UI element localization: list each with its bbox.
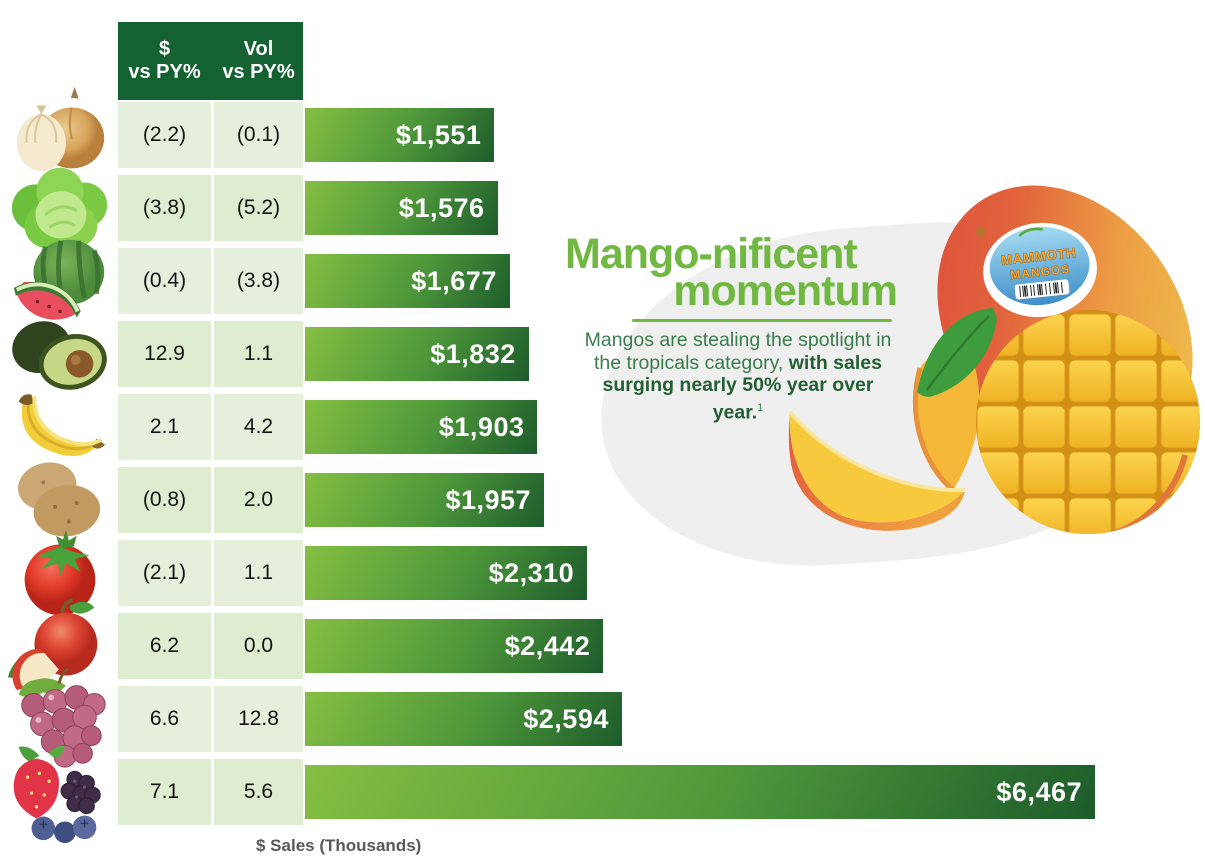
lettuce-icon <box>5 154 115 262</box>
produce-table-body: (2.2) (0.1) $1,551 (3.8) (5.2) $1,576 (0.4) (3.… <box>7 86 1095 844</box>
dollar-vs-py-value: (2.2) <box>118 102 211 168</box>
sales-value-label: $2,594 <box>523 703 609 734</box>
apple-icon <box>5 592 115 700</box>
table-row: (0.4) (3.8) $1,677 <box>13 239 1095 320</box>
table-row: (2.2) (0.1) $1,551 <box>16 86 1095 172</box>
bar-track: $1,957 <box>305 473 1095 527</box>
sales-value-label: $6,467 <box>996 776 1082 807</box>
sales-bar: $1,576 <box>305 181 498 235</box>
vol-vs-py-value: 1.1 <box>214 321 303 387</box>
sales-value-label: $1,677 <box>411 265 497 296</box>
vol-vs-py-value: 2.0 <box>214 467 303 533</box>
vol-vs-py-value: 4.2 <box>214 394 303 460</box>
tomato-icon <box>5 519 115 627</box>
vol-vs-py-value: (5.2) <box>214 175 303 241</box>
callout-body: Mangos are stealing the spotlight in the… <box>582 329 894 424</box>
vol-vs-py-value: 5.6 <box>214 759 303 825</box>
vol-vs-py-value: (3.8) <box>214 248 303 314</box>
dollar-vs-py-value: (3.8) <box>118 175 211 241</box>
sales-value-label: $1,551 <box>395 119 482 150</box>
mammoth-mangos-sticker: MAMMOTH MANGOS <box>983 222 1097 318</box>
callout-body-bold: with sales surging nearly 50% year over … <box>602 351 882 424</box>
table-row: 12.9 1.1 $1,832 <box>12 321 1095 390</box>
sales-bar: $1,903 <box>305 400 538 454</box>
sales-bar: $6,467 <box>305 765 1095 819</box>
sticker-text-line2: MANGOS <box>1010 262 1071 282</box>
callout-title-line1: Mango-nificent <box>565 230 858 278</box>
sales-bar: $2,594 <box>305 692 622 746</box>
table-header: $ vs PY% Vol vs PY% <box>118 22 303 100</box>
header-vol-line1: Vol <box>243 38 274 60</box>
banana-icon <box>5 373 115 481</box>
callout-title-line2: momentum <box>673 267 898 315</box>
vol-vs-py-value: 0.0 <box>214 613 303 679</box>
callout-title: Mango-nificent momentum <box>565 230 898 315</box>
table-row: 6.6 12.8 $2,594 <box>18 667 1095 768</box>
table-row: 7.1 5.6 $6,467 <box>13 745 1095 844</box>
header-dollar-vs-py: $ vs PY% <box>118 22 211 100</box>
bar-track: $2,442 <box>305 619 1095 673</box>
table-row: (2.1) 1.1 $2,310 <box>24 529 1095 616</box>
table-row: 6.2 0.0 $2,442 <box>7 597 1095 691</box>
sales-value-label: $1,832 <box>430 338 516 369</box>
header-dollar-line2: vs PY% <box>128 61 201 83</box>
bar-track: $1,903 <box>305 400 1095 454</box>
header-vol-line2: vs PY% <box>222 61 295 83</box>
table-row: (3.8) (5.2) $1,576 <box>11 167 1095 249</box>
watermelon-icon <box>5 227 115 335</box>
potato-icon <box>5 446 115 554</box>
dollar-vs-py-value: (0.4) <box>118 248 211 314</box>
berries-icon <box>5 738 115 846</box>
callout-body-regular: Mangos are stealing the spotlight in the… <box>584 329 892 374</box>
mango-leaf-photo <box>917 308 997 397</box>
sales-value-label: $1,957 <box>445 484 532 515</box>
dollar-vs-py-value: (2.1) <box>118 540 211 606</box>
dollar-vs-py-value: 6.6 <box>118 686 211 752</box>
vol-vs-py-value: (0.1) <box>214 102 303 168</box>
dollar-vs-py-value: 2.1 <box>118 394 211 460</box>
sales-bar: $2,310 <box>305 546 588 600</box>
bar-track: $2,594 <box>305 692 1095 746</box>
dollar-vs-py-value: (0.8) <box>118 467 211 533</box>
vol-vs-py-value: 1.1 <box>214 540 303 606</box>
sales-bar: $1,832 <box>305 327 529 381</box>
bar-track: $1,551 <box>305 108 1095 162</box>
mango-slice <box>788 410 966 531</box>
table-row: (0.8) 2.0 $1,957 <box>18 462 1095 537</box>
avocado-icon <box>5 300 115 408</box>
callout-footnote-marker: 1 <box>757 401 764 414</box>
sales-value-label: $1,576 <box>398 192 485 223</box>
sticker-barcode <box>1019 281 1064 298</box>
mango-callout: Mango-nificent momentum Mangos are steal… <box>565 230 898 424</box>
header-vol-vs-py: Vol vs PY% <box>214 22 303 100</box>
sales-value-label: $2,310 <box>488 557 575 588</box>
callout-divider <box>632 319 892 322</box>
bar-track: $1,677 <box>305 254 1095 308</box>
bar-track: $6,467 <box>305 765 1095 819</box>
sales-bar: $1,957 <box>305 473 545 527</box>
bar-track: $1,576 <box>305 181 1095 235</box>
sales-value-label: $1,903 <box>438 411 525 442</box>
table-row: 2.1 4.2 $1,903 <box>18 394 1095 460</box>
sales-bar: $1,551 <box>305 108 495 162</box>
sales-bar: $2,442 <box>305 619 604 673</box>
onion-icon <box>5 81 115 189</box>
bar-track: $1,832 <box>305 327 1095 381</box>
dollar-vs-py-value: 6.2 <box>118 613 211 679</box>
header-dollar-line1: $ <box>158 38 171 60</box>
dollar-vs-py-value: 7.1 <box>118 759 211 825</box>
vol-vs-py-value: 12.8 <box>214 686 303 752</box>
sales-bar: $1,677 <box>305 254 510 308</box>
dollar-vs-py-value: 12.9 <box>118 321 211 387</box>
sales-value-label: $2,442 <box>504 630 591 661</box>
mango-illustration: MAMMOTH MANGOS <box>788 185 1200 534</box>
bar-track: $2,310 <box>305 546 1095 600</box>
x-axis-label: $ Sales (Thousands) <box>256 836 422 855</box>
